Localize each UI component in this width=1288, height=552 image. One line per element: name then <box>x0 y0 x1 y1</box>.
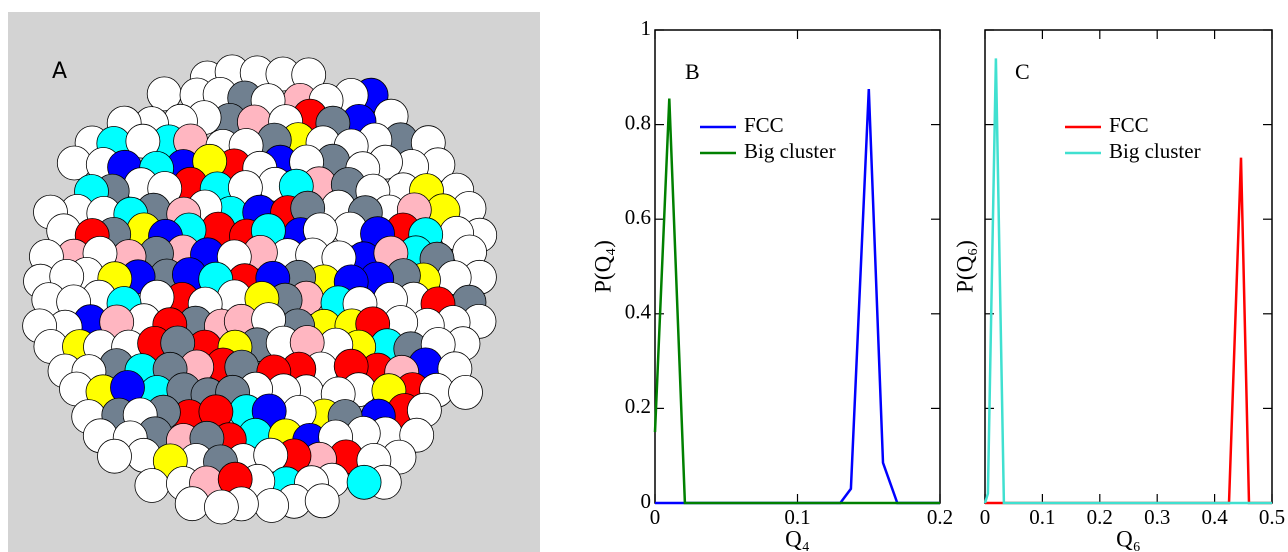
plot-frame <box>984 29 1273 504</box>
data-line <box>983 58 1272 505</box>
y-tick-label: 0 <box>641 489 652 513</box>
legend-label: FCC <box>744 113 784 137</box>
x-tick-label: 0.3 <box>1144 505 1170 529</box>
data-line <box>653 98 940 505</box>
legend-label: Big cluster <box>744 139 836 163</box>
panel-label: A <box>52 59 67 84</box>
x-tick-label: 0 <box>650 505 661 529</box>
y-tick-label: 1 <box>641 16 652 40</box>
sphere <box>346 464 382 500</box>
x-tick-label: 0.2 <box>1087 505 1113 529</box>
sphere <box>174 486 210 522</box>
legend-label: Big cluster <box>1109 139 1201 163</box>
panel-label: B <box>685 59 700 84</box>
x-axis-label: Q₄ <box>785 526 810 551</box>
y-tick-label: 0.8 <box>625 110 651 134</box>
x-axis-label: Q₆ <box>1116 526 1141 551</box>
y-tick-label: 0.4 <box>625 300 652 324</box>
x-tick-label: 0.4 <box>1201 505 1228 529</box>
sphere <box>97 438 132 474</box>
x-tick-label: 0.2 <box>927 505 953 529</box>
y-axis-label: P(Q₆) <box>952 240 977 293</box>
panel-label: C <box>1015 59 1030 84</box>
sphere <box>134 468 170 503</box>
x-tick-label: 0.1 <box>784 505 810 529</box>
legend-label: FCC <box>1109 113 1149 137</box>
plot-frame <box>654 29 941 504</box>
data-line <box>985 157 1272 505</box>
sphere <box>448 374 483 410</box>
x-tick-label: 0.1 <box>1029 505 1055 529</box>
x-tick-label: 0.5 <box>1259 505 1285 529</box>
y-tick-label: 0.6 <box>625 205 651 229</box>
x-tick-label: 0 <box>980 505 991 529</box>
sphere <box>304 483 340 519</box>
y-tick-label: 0.2 <box>625 394 651 418</box>
sphere <box>203 489 239 525</box>
y-axis-label: P(Q₄) <box>590 240 615 293</box>
sphere-cluster <box>22 54 498 525</box>
sphere <box>254 488 290 523</box>
